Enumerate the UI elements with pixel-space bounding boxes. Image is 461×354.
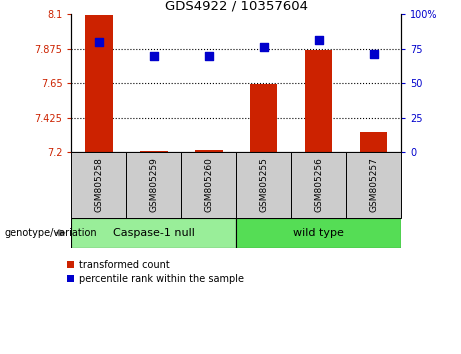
Bar [71,152,126,218]
Point [150,53,158,58]
Point [315,38,322,43]
Text: Caspase-1 null: Caspase-1 null [113,228,195,238]
Text: GSM805260: GSM805260 [204,158,213,212]
Text: GSM805256: GSM805256 [314,158,323,212]
Bar [181,152,236,218]
Bar [85,15,112,152]
Point [260,45,267,50]
Bar [236,218,401,248]
Bar [360,132,387,152]
Bar [305,50,332,152]
Text: genotype/variation: genotype/variation [5,228,97,238]
Bar [346,152,401,218]
Title: GDS4922 / 10357604: GDS4922 / 10357604 [165,0,308,13]
Text: GSM805259: GSM805259 [149,158,159,212]
Bar [236,152,291,218]
Text: GSM805257: GSM805257 [369,158,378,212]
Point [205,53,213,58]
Bar [250,84,278,152]
Bar [291,152,346,218]
Legend: transformed count, percentile rank within the sample: transformed count, percentile rank withi… [67,260,244,284]
Point [95,39,103,45]
Bar [126,152,181,218]
Bar [195,150,223,152]
Text: wild type: wild type [293,228,344,238]
Text: GSM805255: GSM805255 [259,158,268,212]
Text: GSM805258: GSM805258 [95,158,103,212]
Bar [71,218,236,248]
Point [370,51,377,57]
